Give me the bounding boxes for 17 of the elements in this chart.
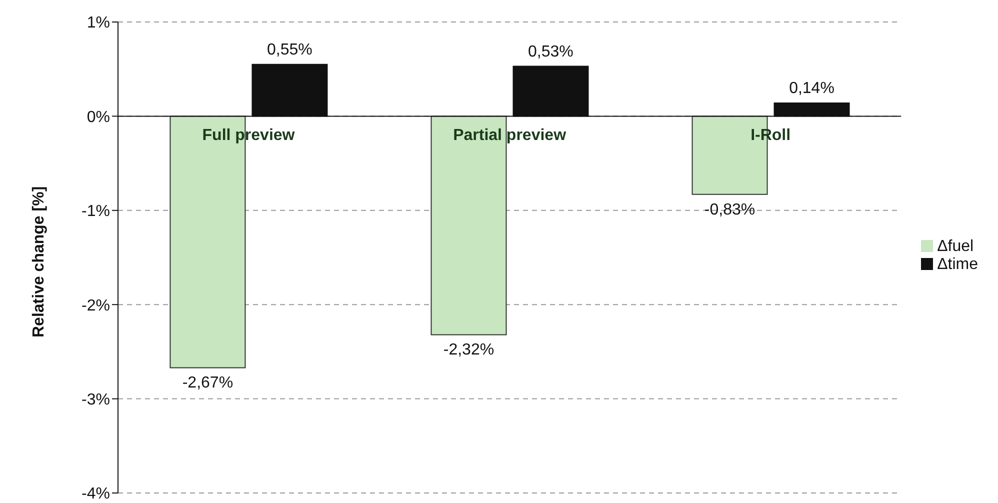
data-label: -2,32%: [443, 342, 494, 359]
y-tick-label: -3%: [82, 391, 110, 408]
bar: [430, 116, 507, 336]
legend-label: Δfuel: [937, 238, 974, 254]
y-tick-label: -4%: [82, 486, 110, 503]
y-tick-label: 0%: [86, 108, 110, 126]
y-tick-label: -2%: [82, 297, 110, 314]
data-label: 0,14%: [789, 80, 834, 98]
data-label: 0,53%: [528, 43, 574, 60]
data-label: -2,67%: [182, 374, 234, 392]
y-tick-label: 1%: [86, 14, 110, 32]
y-axis-title: Relative change [%]: [30, 186, 48, 338]
legend-label: Δtime: [937, 256, 978, 272]
y-tick-label: -1%: [82, 203, 110, 220]
data-label: -0,83%: [704, 201, 756, 218]
x-tick-label: Partial preview: [453, 127, 567, 144]
data-label: 0,55%: [267, 41, 312, 58]
